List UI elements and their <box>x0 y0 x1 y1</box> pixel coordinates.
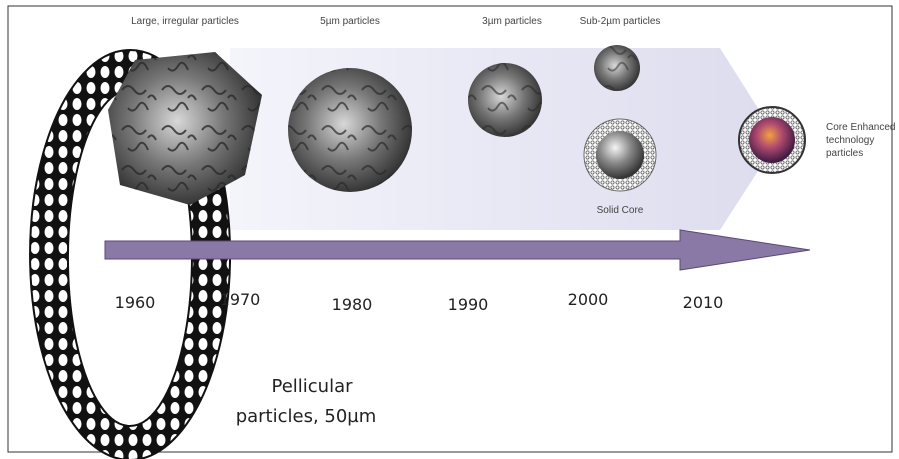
core-enhanced-label: technology <box>826 135 874 146</box>
pellicular-label: Pellicular <box>271 376 353 397</box>
core-enhanced-label: Core Enhanced <box>826 122 896 133</box>
timeline-arrow <box>104 229 811 271</box>
particle-label: Solid Core <box>597 205 644 216</box>
particle-label: 5µm particles <box>320 16 380 27</box>
core-enhanced-particle <box>738 106 806 174</box>
particle-label: 3µm particles <box>482 16 542 27</box>
particle-sub2um <box>594 45 640 91</box>
frame <box>7 5 893 453</box>
irregular-particle <box>108 52 262 205</box>
year-label: 1960 <box>115 293 156 312</box>
year-label: 1990 <box>448 295 489 314</box>
year-label: 1980 <box>332 295 373 314</box>
particle-3um <box>468 63 542 137</box>
solid-core-particle <box>583 118 657 192</box>
particle-label: Sub-2µm particles <box>580 16 661 27</box>
year-label: 2000 <box>568 290 609 309</box>
core-enhanced-label: particles <box>826 148 863 159</box>
year-label: 2010 <box>683 293 724 312</box>
particle-label: Large, irregular particles <box>131 16 239 27</box>
pellicular-label: particles, 50µm <box>236 406 377 427</box>
year-label: 1970 <box>220 290 261 309</box>
particle-5um <box>288 68 412 192</box>
